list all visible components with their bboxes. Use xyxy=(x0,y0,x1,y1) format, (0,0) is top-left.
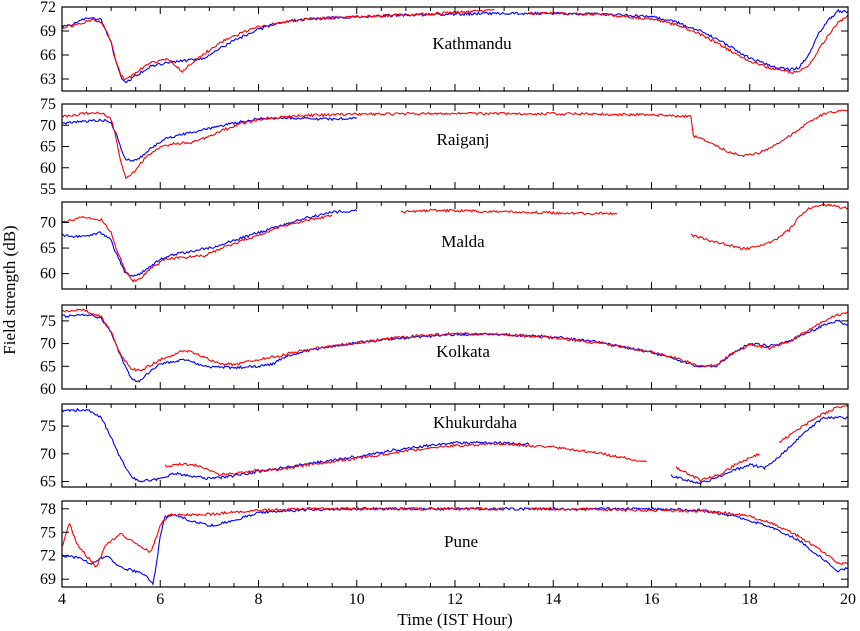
khukurdaha-series-1-line xyxy=(62,407,529,483)
khukurdaha-series-2-line xyxy=(164,442,647,477)
x-tick-label: 20 xyxy=(840,591,856,608)
pune-series-2-line xyxy=(62,506,505,568)
y-tick-label: 78 xyxy=(40,501,56,518)
station-label-kathmandu: Kathmandu xyxy=(432,34,512,53)
station-label-kolkata: Kolkata xyxy=(436,342,490,361)
y-tick-label: 75 xyxy=(40,418,56,435)
panel-kathmandu: 63 66 69 72 Kathmandu xyxy=(40,0,849,92)
y-axis-title: Field strength (dB) xyxy=(0,225,19,354)
station-label-raiganj: Raiganj xyxy=(437,130,490,149)
x-tick-label: 18 xyxy=(742,591,758,608)
station-label-pune: Pune xyxy=(444,532,478,551)
panel-raiganj: 55 60 65 70 75 Raiganj xyxy=(40,96,849,198)
khukurdaha-series-2-line xyxy=(778,404,848,444)
y-tick-label: 66 xyxy=(40,47,56,64)
x-tick-label: 8 xyxy=(255,591,263,608)
malda-series-1-line xyxy=(62,208,358,278)
malda-series-2-line xyxy=(400,208,618,216)
panels-group: 63 66 69 72 Kathmandu 55 60 65 70 75 Raiganj 60 65 70… xyxy=(40,0,856,608)
y-tick-label: 65 xyxy=(40,139,56,156)
panel-malda: 60 65 70 Malda xyxy=(40,201,849,290)
kathmandu-series-1-line xyxy=(62,8,848,84)
kathmandu-series-2-line xyxy=(62,8,495,81)
panel-khukurdaha: 65 70 75 Khukurdaha xyxy=(40,403,849,490)
y-tick-label: 75 xyxy=(40,96,56,113)
y-tick-label: 70 xyxy=(40,446,56,463)
x-tick-label: 16 xyxy=(644,591,660,608)
y-tick-label: 69 xyxy=(40,571,56,588)
malda-series-2-line xyxy=(62,214,333,283)
pune-series-2-line xyxy=(528,507,848,566)
y-tick-label: 65 xyxy=(40,240,56,257)
y-tick-label: 70 xyxy=(40,336,56,353)
y-tick-label: 60 xyxy=(40,381,56,398)
y-tick-label: 60 xyxy=(40,266,56,283)
y-tick-label: 72 xyxy=(40,548,56,565)
raiganj-series-1-line xyxy=(62,116,358,162)
y-tick-label: 55 xyxy=(40,181,56,198)
raiganj-series-2-line xyxy=(62,109,848,180)
y-tick-label: 75 xyxy=(40,313,56,330)
malda-series-2-line xyxy=(690,203,848,251)
y-tick-label: 75 xyxy=(40,524,56,541)
x-tick-label: 10 xyxy=(349,591,365,608)
station-label-khukurdaha: Khukurdaha xyxy=(433,413,517,432)
y-tick-label: 72 xyxy=(40,0,56,16)
x-axis-title: Time (IST Hour) xyxy=(397,610,512,629)
y-tick-label: 65 xyxy=(40,473,56,490)
y-tick-label: 70 xyxy=(40,214,56,231)
y-tick-label: 60 xyxy=(40,160,56,177)
y-tick-label: 70 xyxy=(40,117,56,134)
y-tick-label: 69 xyxy=(40,23,56,40)
x-tick-label: 4 xyxy=(58,591,66,608)
x-tick-label: 12 xyxy=(447,591,463,608)
panel-pune: 69 72 75 78 Pune xyxy=(40,500,849,588)
y-tick-label: 65 xyxy=(40,358,56,375)
y-tick-label: 63 xyxy=(40,71,56,88)
panel-kolkata: 60 65 70 75 Kolkata xyxy=(40,304,849,398)
x-tick-label: 6 xyxy=(156,591,164,608)
kathmandu-series-2-line xyxy=(528,11,848,75)
x-tick-label: 14 xyxy=(545,591,561,608)
station-label-malda: Malda xyxy=(441,232,485,251)
kolkata-series-1-line xyxy=(62,313,848,383)
kolkata-series-2-line xyxy=(62,308,848,372)
khukurdaha-series-2-line xyxy=(675,452,761,483)
khukurdaha-series-1-line xyxy=(670,415,848,484)
